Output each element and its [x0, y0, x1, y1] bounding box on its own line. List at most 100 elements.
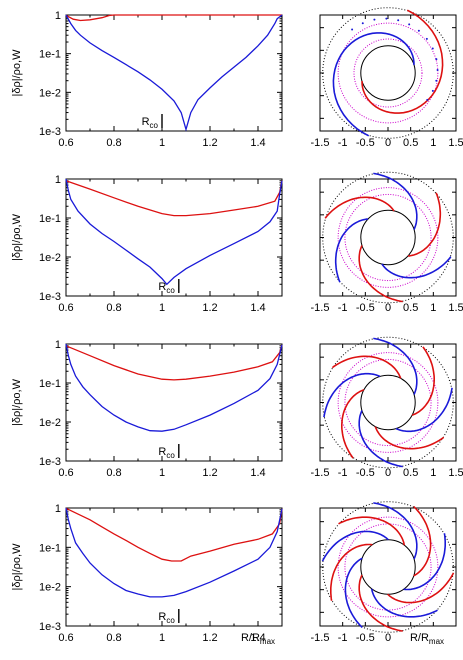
- x-tick-label: 0.8: [106, 302, 121, 314]
- y-tick-label: 1e-2: [39, 87, 61, 99]
- y-tick-label: 1e-2: [39, 252, 61, 264]
- y-tick-label: 1: [55, 503, 61, 515]
- spiral-x-tick-label: -1.5: [311, 302, 330, 314]
- blue-dot: [435, 79, 438, 82]
- spiral-x-tick-label: 0: [385, 137, 391, 149]
- red-spiral-arm: [411, 346, 435, 416]
- spiral-x-tick-label: -1.5: [311, 467, 330, 479]
- x-tick-label: 1.4: [250, 467, 265, 479]
- y-tick-label: 1: [55, 174, 61, 186]
- x-tick-label: 0.8: [106, 467, 121, 479]
- chart-panel-2: 1 1e-1 1e-2 1e-30.6 0.8 1 1.2 1.4 |δρ|/ρo,W Rco: [11, 174, 283, 314]
- red-spiral-arm: [358, 574, 403, 632]
- x-tick-label: 1.2: [202, 137, 217, 149]
- y-tick-label: 1e-1: [39, 49, 61, 61]
- spiral-x-tick-label: -1: [338, 137, 348, 149]
- blue-dot: [361, 22, 364, 25]
- y-tick-label: 1e-1: [39, 378, 61, 390]
- x-tick-label: 0.8: [106, 137, 121, 149]
- blue-dot: [435, 58, 438, 61]
- spiral-x-tick-label: -1: [338, 302, 348, 314]
- spiral-x-tick-label: -0.5: [356, 302, 375, 314]
- spiral-x-tick-label: -0.5: [356, 137, 375, 149]
- spiral-x-tick-label: 0: [385, 632, 391, 644]
- spiral-x-axis-label-sub: max: [429, 637, 444, 646]
- blue-spiral-arm: [373, 337, 418, 395]
- blue-dot: [373, 18, 376, 21]
- y-tick-label: 1e-2: [39, 582, 61, 594]
- blue-spiral-arm: [373, 172, 418, 230]
- spiral-x-tick-label: 1.5: [448, 467, 463, 479]
- red-series-line: [65, 507, 283, 562]
- rco-subscript: co: [166, 616, 175, 625]
- red-spiral-arm: [387, 572, 455, 604]
- blue-dot: [397, 19, 400, 22]
- spiral-x-tick-label: 1: [430, 137, 436, 149]
- blue-dot: [431, 89, 434, 92]
- x-tick-label: 1.2: [202, 632, 217, 644]
- magenta-dotted-circle: [344, 193, 432, 282]
- spiral-x-tick-label: 1: [430, 467, 436, 479]
- plot-frame: [65, 507, 283, 627]
- spiral-x-tick-label: 0: [385, 302, 391, 314]
- spiral-x-tick-label: 0.5: [403, 137, 418, 149]
- rco-annotation: Rco: [158, 611, 175, 625]
- red-spiral-arm: [407, 192, 442, 257]
- rco-subscript: co: [166, 286, 175, 295]
- blue-dot: [436, 69, 439, 72]
- red-spiral-arm: [331, 355, 402, 379]
- spiral-x-tick-label: -1.5: [311, 632, 330, 644]
- blue-dot: [417, 29, 420, 32]
- blue-spiral-arm: [381, 256, 452, 279]
- blue-series-line: [65, 178, 283, 286]
- spiral-x-tick-label: 1: [430, 302, 436, 314]
- blue-spiral-arm: [323, 372, 381, 418]
- x-tick-label: 1.4: [250, 632, 265, 644]
- spiral-x-tick-label: -0.5: [356, 632, 375, 644]
- magenta-dotted-circle: [337, 352, 439, 453]
- red-spiral-arm: [338, 516, 406, 546]
- chart-panel-1: 1 1e-1 1e-2 1e-30.6 0.8 1 1.2 1.4 |δρ|/ρo,W Rco: [11, 10, 283, 149]
- spiral-panel-2: -1.5 -1 -0.5 0 0.5 1 1.5: [311, 171, 463, 314]
- x-tick-label: 0.8: [106, 632, 121, 644]
- spiral-x-tick-label: 0.5: [403, 302, 418, 314]
- y-tick-label: 1e-3: [39, 291, 61, 303]
- x-tick-label: 0.6: [58, 467, 73, 479]
- spiral-x-tick-label: 0.5: [403, 467, 418, 479]
- rco-subscript: co: [150, 121, 159, 130]
- x-tick-label: 1: [159, 137, 165, 149]
- plot-frame: [65, 343, 283, 462]
- blue-spiral-arm: [370, 588, 438, 618]
- red-spiral-arm: [374, 426, 445, 450]
- blue-spiral-arm: [373, 502, 418, 560]
- magenta-dotted-circle: [337, 516, 439, 618]
- x-axis-label: R/Rmax: [241, 632, 275, 646]
- red-spiral-arm: [341, 389, 365, 459]
- inner-circle: [360, 374, 416, 431]
- blue-spiral-arm: [334, 218, 369, 283]
- y-tick-label: 1: [55, 10, 61, 22]
- inner-circle: [360, 209, 416, 266]
- blue-dot: [385, 17, 388, 20]
- red-spiral-arm: [361, 9, 444, 114]
- spiral-x-axis-label: R/Rmax: [410, 632, 444, 646]
- x-tick-label: 1.4: [250, 302, 265, 314]
- blue-spiral-arm: [403, 533, 446, 591]
- outer-dotted-circle: [322, 171, 454, 304]
- spiral-panel-4: -1.5 -1 -0.5 0 R/Rmax: [311, 501, 457, 646]
- y-tick-label: 1e-1: [39, 542, 61, 554]
- blue-spiral-arm: [332, 32, 415, 137]
- outer-dotted-circle: [322, 7, 454, 139]
- inner-circle: [360, 45, 416, 101]
- red-series-line: [65, 180, 283, 217]
- rco-subscript: co: [166, 451, 175, 460]
- x-tick-label: 0.6: [58, 137, 73, 149]
- blue-dot: [431, 47, 434, 50]
- rco-annotation: Rco: [142, 116, 159, 130]
- y-axis-label: |δρ|/ρo,W: [11, 543, 23, 591]
- magenta-dotted-circle: [337, 22, 439, 124]
- x-tick-label: 1.2: [202, 467, 217, 479]
- blue-spiral-arm: [344, 557, 363, 629]
- spiral-x-tick-label: 0: [385, 467, 391, 479]
- magenta-dotted-circle: [344, 358, 432, 447]
